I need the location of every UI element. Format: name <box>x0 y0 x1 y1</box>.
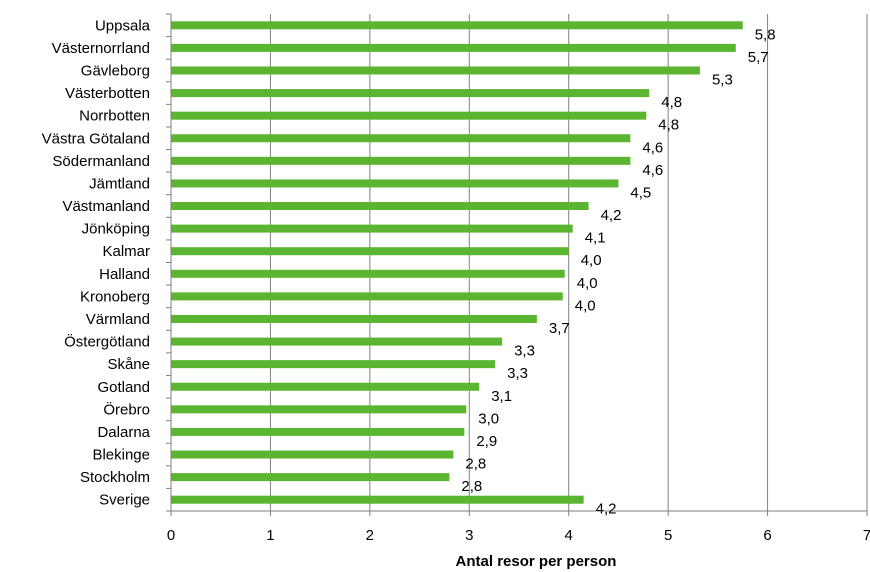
bar <box>171 337 503 346</box>
category-label: Skåne <box>107 356 150 373</box>
x-tick-label: 1 <box>266 527 274 544</box>
x-tick-label: 3 <box>465 527 473 544</box>
data-label: 3,0 <box>478 410 499 427</box>
bar <box>171 247 569 256</box>
data-label: 4,0 <box>581 252 602 269</box>
data-label: 4,0 <box>577 275 598 292</box>
data-label: 3,3 <box>514 343 535 360</box>
data-label: 4,8 <box>658 117 679 134</box>
category-label: Värmland <box>86 311 150 328</box>
bar <box>171 292 563 301</box>
category-label: Västernorrland <box>52 40 150 57</box>
x-tick-label: 6 <box>763 527 771 544</box>
data-label: 4,2 <box>601 207 622 224</box>
bar <box>171 43 736 52</box>
data-label: 4,8 <box>661 94 682 111</box>
category-label: Kronoberg <box>80 288 150 305</box>
data-label: 4,6 <box>642 139 663 156</box>
category-label: Östergötland <box>64 333 150 351</box>
data-label: 4,2 <box>596 501 617 518</box>
category-label: Kalmar <box>102 243 150 260</box>
category-label: Dalarna <box>97 424 150 441</box>
labels: 0 1 2 3 4 5 6 7 Uppsala 5,8 Västernorrland 5,7 Gävle… <box>42 17 870 544</box>
category-label: Sverige <box>99 492 150 509</box>
bar <box>171 179 619 188</box>
data-label: 2,8 <box>465 456 486 473</box>
category-label: Jämtland <box>89 175 150 192</box>
data-label: 4,1 <box>585 230 606 247</box>
data-label: 3,1 <box>491 388 512 405</box>
bar <box>171 89 650 98</box>
data-label: 2,8 <box>461 478 482 495</box>
bar <box>171 224 573 233</box>
bar <box>171 405 467 414</box>
x-tick-label: 7 <box>863 527 870 544</box>
bar <box>171 269 565 278</box>
data-label: 3,3 <box>507 365 528 382</box>
axes <box>166 13 868 516</box>
category-label: Västra Götaland <box>42 130 150 147</box>
category-label: Jönköping <box>82 221 150 238</box>
data-label: 5,3 <box>712 71 733 88</box>
bar <box>171 450 454 459</box>
category-label: Norrbotten <box>79 108 150 125</box>
bar <box>171 134 631 143</box>
category-label: Gotland <box>97 379 150 396</box>
data-label: 4,0 <box>575 297 596 314</box>
bar <box>171 360 496 369</box>
x-tick-label: 5 <box>664 527 672 544</box>
bar <box>171 427 465 436</box>
category-label: Blekinge <box>92 447 150 464</box>
data-label: 2,9 <box>476 433 497 450</box>
x-axis-title: Antal resor per person <box>456 553 617 570</box>
bar <box>171 473 450 482</box>
category-label: Uppsala <box>95 17 151 34</box>
category-label: Västmanland <box>62 198 150 215</box>
bar <box>171 495 584 504</box>
bar <box>171 21 743 30</box>
bars <box>171 21 743 504</box>
data-label: 4,6 <box>642 162 663 179</box>
category-label: Halland <box>99 266 150 283</box>
bar <box>171 202 589 211</box>
category-label: Västerbotten <box>65 85 150 102</box>
data-label: 5,7 <box>748 49 769 66</box>
bar <box>171 382 480 391</box>
bar <box>171 66 700 75</box>
bar <box>171 314 537 323</box>
category-label: Örebro <box>103 400 150 418</box>
data-label: 4,5 <box>630 184 651 201</box>
x-tick-label: 0 <box>167 527 175 544</box>
x-tick-label: 4 <box>565 527 573 544</box>
data-label: 5,8 <box>755 26 776 43</box>
bar <box>171 111 647 120</box>
x-tick-label: 2 <box>366 527 374 544</box>
data-label: 3,7 <box>549 320 570 337</box>
gridlines <box>269 14 868 511</box>
category-label: Stockholm <box>80 469 150 486</box>
category-label: Gävleborg <box>81 62 150 79</box>
bar <box>171 156 631 165</box>
category-label: Södermanland <box>52 153 150 170</box>
